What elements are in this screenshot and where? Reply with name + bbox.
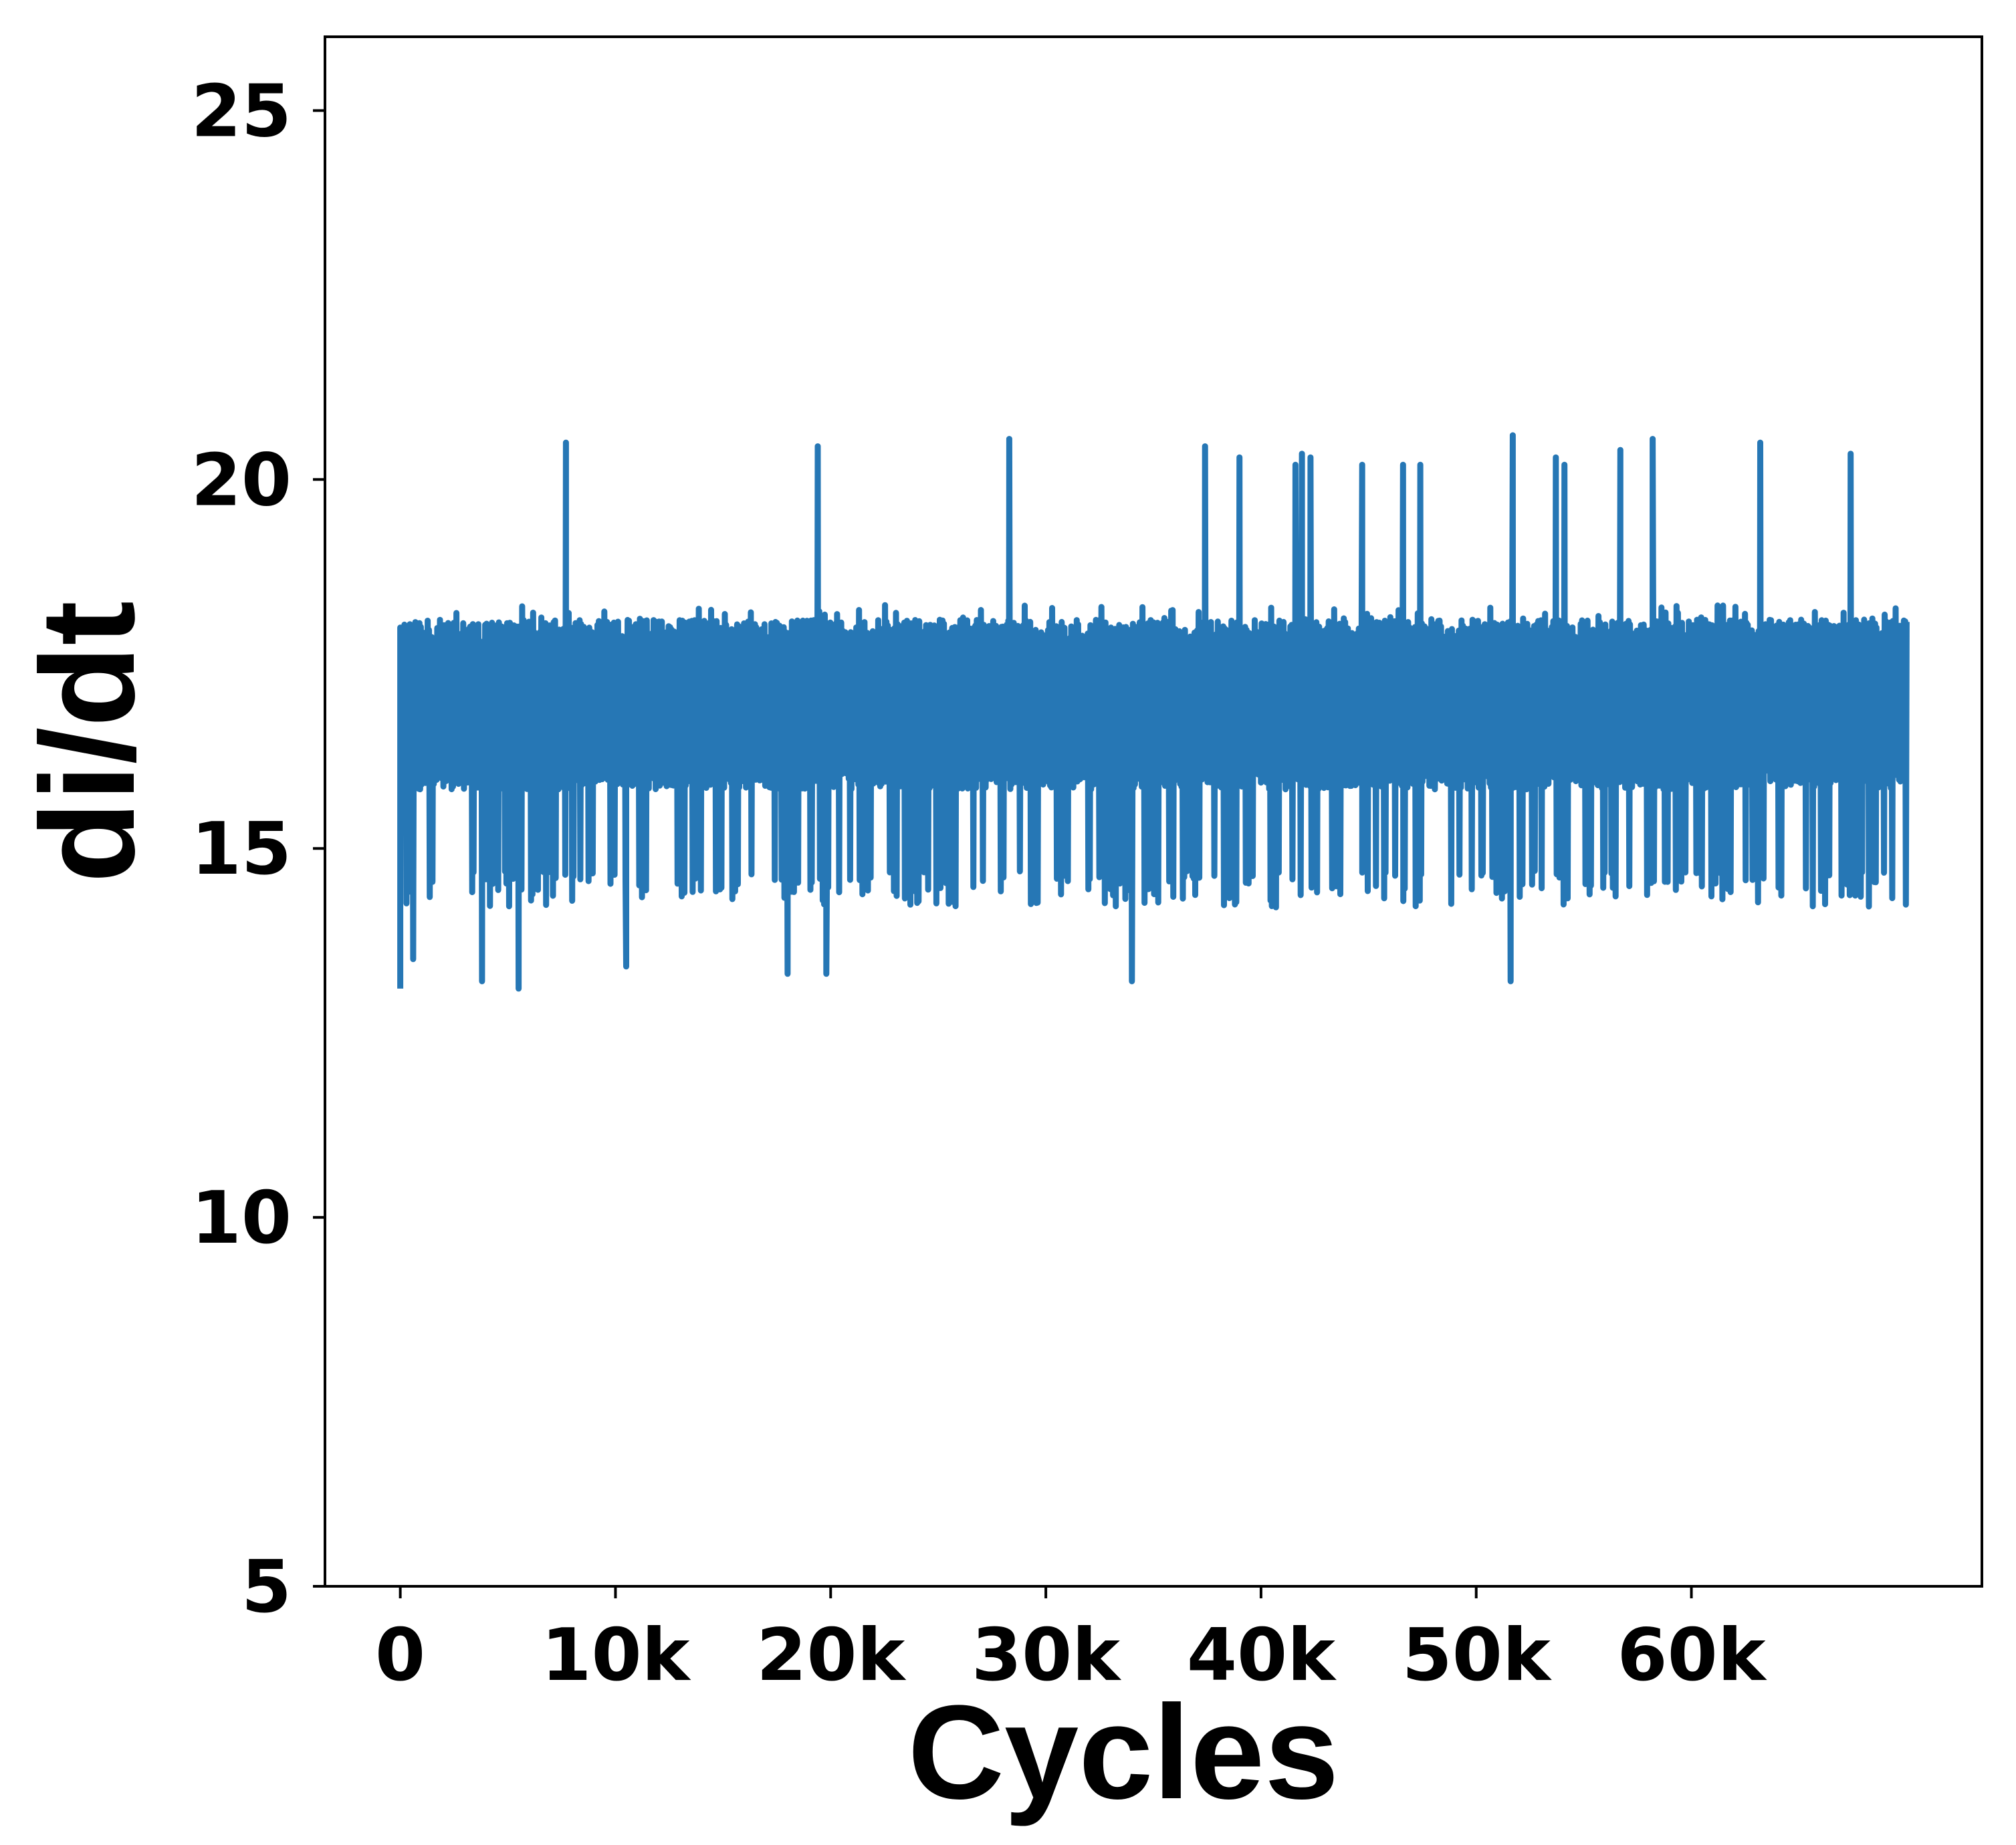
y-tick-label: 5: [241, 1546, 292, 1629]
y-tick-label: 25: [191, 70, 292, 153]
x-axis: 0 10k 20k 30k 40k 50k 60k: [375, 1586, 1767, 1697]
y-tick-label: 20: [191, 439, 292, 522]
y-axis-label: di/dt: [13, 601, 162, 883]
x-axis-label: Cycles: [908, 1678, 1339, 1827]
x-tick-label: 60k: [1617, 1614, 1767, 1697]
y-tick-label: 15: [191, 808, 292, 891]
y-axis: 5 10 15 20 25: [191, 70, 325, 1629]
x-tick-label: 20k: [756, 1614, 906, 1697]
plot-frame: [324, 35, 1983, 1588]
series-line: [397, 432, 1910, 992]
y-tick-label: 10: [191, 1177, 292, 1260]
x-tick-label: 10k: [541, 1614, 691, 1697]
x-tick-label: 0: [375, 1614, 425, 1697]
x-tick-label: 40k: [1187, 1614, 1337, 1697]
series-layer: [397, 432, 1910, 992]
x-tick-label: 50k: [1402, 1614, 1552, 1697]
x-tick-label: 30k: [972, 1614, 1121, 1697]
